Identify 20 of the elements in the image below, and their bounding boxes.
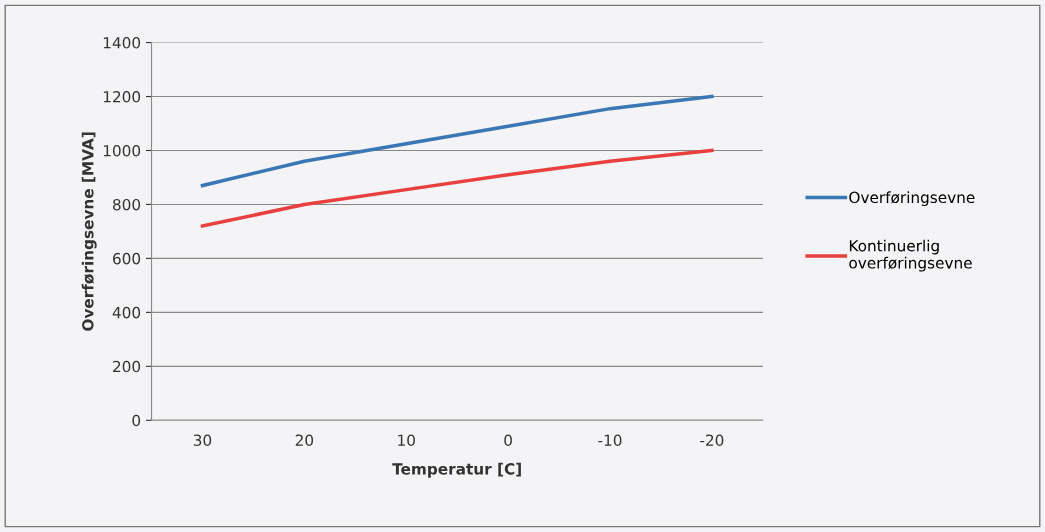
legend-label: Kontinuerlig overføringsevne — [849, 239, 972, 272]
y-tick-label: 400 — [112, 306, 141, 319]
y-tick-label: 0 — [132, 414, 141, 427]
x-tick-label: -10 — [598, 434, 622, 446]
y-tick-label: 200 — [113, 360, 141, 373]
x-tick-label: 0 — [504, 434, 512, 446]
line-series — [200, 148, 714, 228]
y-tick-label: 1000 — [103, 144, 141, 157]
y-tick-label: 600 — [113, 252, 141, 265]
x-tick-label: 10 — [398, 434, 415, 446]
x-tick-label: 20 — [295, 434, 314, 446]
x-tick-label: -20 — [700, 434, 724, 446]
y-tick-label: 1400 — [103, 37, 141, 49]
x-axis-title: Temperatur [C] — [392, 462, 521, 478]
legend-label: Overføringsevne — [849, 191, 975, 207]
y-axis-title: Overføringsevne [MVA] — [81, 132, 97, 331]
y-tick-label: 1200 — [103, 90, 141, 103]
line-series — [200, 94, 714, 188]
y-tick-label: 800 — [112, 198, 141, 211]
x-tick-label: 30 — [193, 434, 212, 446]
